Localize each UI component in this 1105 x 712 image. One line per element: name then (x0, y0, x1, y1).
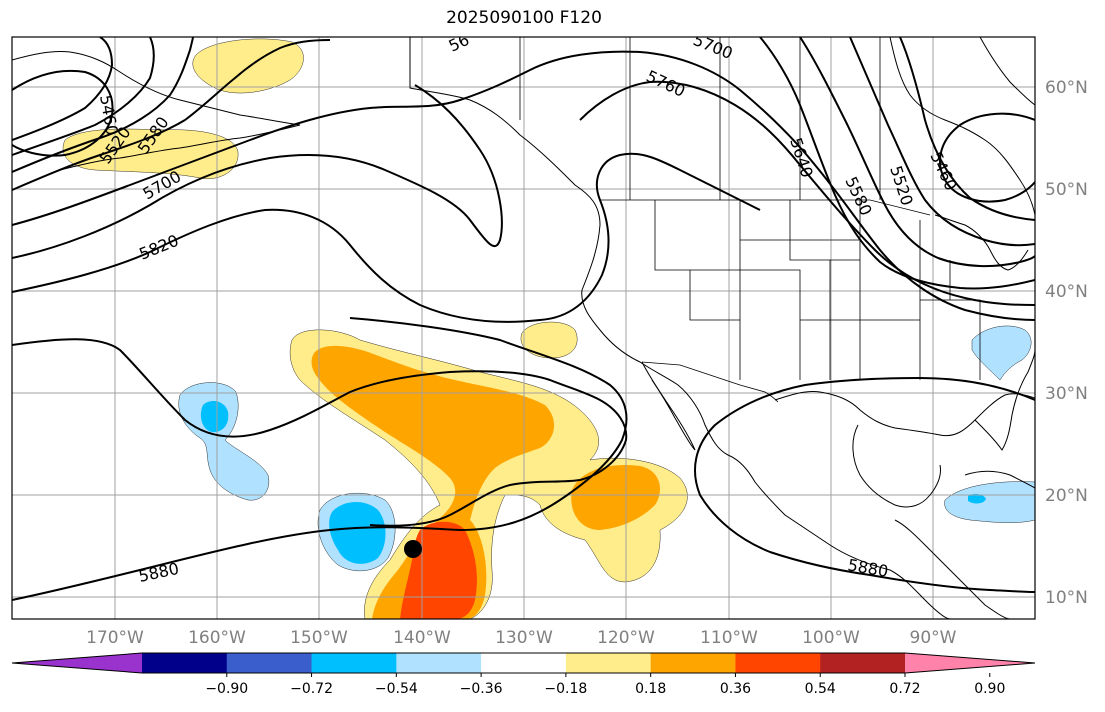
contour-5460-bering (12, 69, 114, 157)
colorbar-segment (396, 653, 482, 673)
contour-5880-central (12, 338, 628, 527)
lon-label-90w: 90°W (910, 628, 957, 648)
map-frame (11, 36, 1036, 620)
anomaly-positive-aleutian (63, 128, 239, 179)
lat-label-40n: 40°N (1045, 282, 1088, 302)
colorbar: −0.90 −0.72 −0.54 −0.36 −0.18 0.18 0.36 0.54 0.7… (11, 652, 1036, 697)
lon-label-120w: 120°W (597, 628, 655, 648)
anomaly-negative-southeast-us (971, 325, 1032, 381)
contour-5580-bering (12, 37, 155, 156)
colorbar-segment (311, 653, 397, 673)
contour-5460-low (939, 112, 1035, 203)
contour-5520-bering (12, 37, 114, 141)
colorbar-segment (650, 653, 736, 673)
coastline-gulf (774, 391, 1035, 437)
contour-5700 (12, 50, 1035, 321)
anomaly-negative-caribbean-core (968, 493, 986, 504)
anomaly-fills (63, 38, 1035, 619)
lat-label-50n: 50°N (1045, 180, 1088, 200)
coastline-central-america (894, 519, 1011, 619)
colorbar-extend-high (905, 653, 1035, 673)
anomaly-positive-california (520, 321, 578, 359)
storm-position-marker (404, 540, 422, 558)
coastline-baja (641, 361, 696, 451)
contour-5580 (799, 37, 1035, 268)
lon-label-100w: 100°W (802, 628, 860, 648)
colorbar-segment (226, 653, 313, 673)
colorbar-outline (11, 652, 1036, 674)
contour-5460 (899, 37, 1035, 221)
latitude-labels: 60°N 50°N 40°N 30°N 20°N 10°N (1045, 78, 1088, 608)
contour-5700-bering (12, 39, 331, 191)
border-canada-provinces (519, 37, 881, 200)
height-contours (12, 37, 1035, 601)
colorbar-tick-label: −0.18 (544, 681, 587, 697)
colorbar-tick-label: −0.72 (290, 681, 333, 697)
colorbar-segment (565, 653, 652, 673)
coastline-hudson (889, 37, 1035, 216)
lon-label-170w: 170°W (86, 628, 144, 648)
coastlines (12, 37, 1035, 619)
contour-5880-east (694, 376, 1035, 593)
colorbar-extend-low (12, 653, 142, 673)
coastline-bering (12, 51, 301, 126)
anomaly-negative-pacific-west-core (200, 400, 229, 433)
colorbar-tick-label: 0.54 (805, 681, 836, 697)
lat-label-10n: 10°N (1045, 588, 1088, 608)
coastline-aleutians (59, 124, 301, 171)
colorbar-tick-label: 0.18 (635, 681, 666, 697)
anomaly-positive-bering (192, 38, 304, 94)
contour-5640-bering (12, 37, 194, 173)
colorbar-tick-label: 0.90 (974, 681, 1005, 697)
colorbar-tick-label: 0.72 (889, 681, 920, 697)
political-boundaries (409, 37, 981, 403)
colorbar-segment (142, 653, 228, 673)
anomaly-moderate-subtropical (311, 345, 555, 619)
coastline-alaska-canada (409, 37, 951, 619)
colorbar-segment (735, 653, 821, 673)
colorbar-tick-label: −0.36 (460, 681, 503, 697)
lat-label-30n: 30°N (1045, 384, 1088, 404)
colorbar-tick-label: −0.54 (375, 681, 418, 697)
map-title: 2025090100 F120 (446, 8, 602, 28)
contour-5520 (849, 37, 1035, 247)
contour-5640 (759, 37, 1035, 290)
anomaly-moderate-mexico (571, 465, 660, 530)
border-us-canada (600, 199, 931, 216)
anomaly-negative-caribbean (944, 481, 1035, 523)
lon-label-110w: 110°W (700, 628, 758, 648)
anomaly-negative-pacific-south-core (329, 501, 386, 564)
colorbar-segment (820, 653, 906, 673)
coastline-cuba (964, 470, 1035, 489)
lat-label-60n: 60°N (1045, 78, 1088, 98)
contour-5760-west (12, 84, 503, 259)
colorbar-tick-label: 0.36 (720, 681, 751, 697)
coastline-yucatan (852, 424, 941, 508)
coastline-great-lakes (934, 214, 1029, 271)
contour-5760 (579, 80, 1035, 306)
contour-5880-main (12, 317, 628, 601)
coastline-labrador (979, 37, 1035, 106)
colorbar-tick-label: −0.90 (205, 681, 248, 697)
colorbar-segment (481, 653, 567, 673)
coastline-florida (974, 349, 1035, 451)
lon-label-140w: 140°W (393, 628, 451, 648)
lon-label-150w: 150°W (290, 628, 348, 648)
graticule (12, 37, 1035, 619)
lon-label-130w: 130°W (495, 628, 553, 648)
lon-label-160w: 160°W (188, 628, 246, 648)
lat-label-20n: 20°N (1045, 486, 1088, 506)
contour-5820 (12, 152, 761, 323)
longitude-labels: 170°W 160°W 150°W 140°W 130°W 120°W 110°… (86, 628, 957, 648)
